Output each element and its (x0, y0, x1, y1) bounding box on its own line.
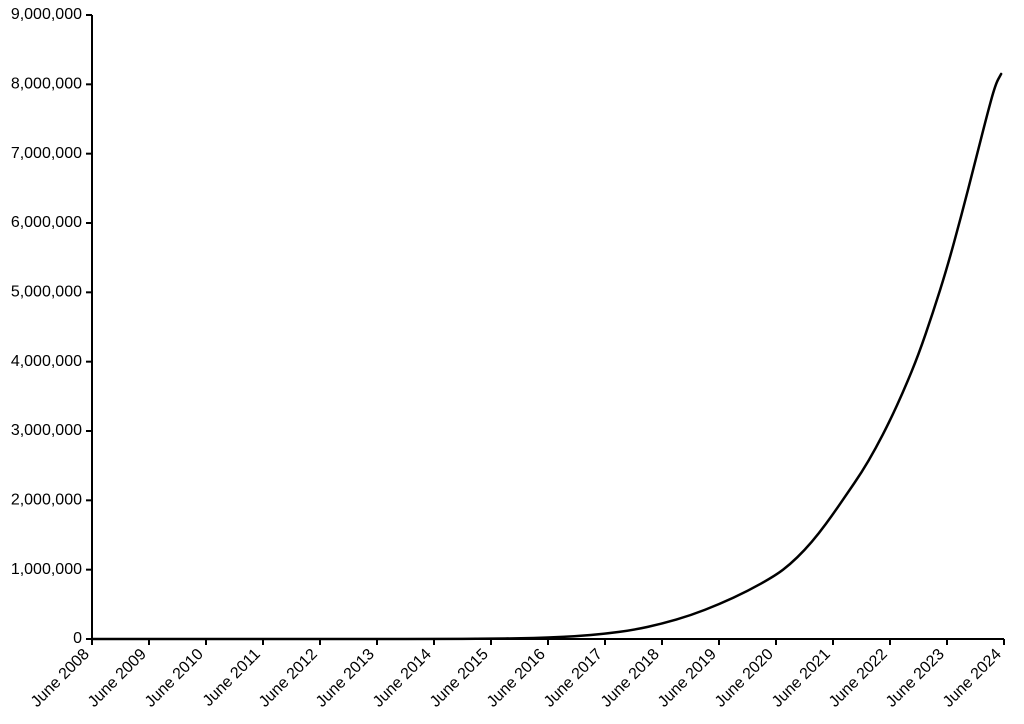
y-tick-label: 0 (73, 630, 82, 647)
y-tick-label: 3,000,000 (11, 422, 82, 439)
chart-background (0, 0, 1024, 724)
chart-container: 0 1,000,000 2,000,000 3,000,000 4,000,000 5,0… (0, 0, 1024, 724)
line-chart: 0 1,000,000 2,000,000 3,000,000 4,000,000 5,0… (0, 0, 1024, 724)
y-tick-label: 5,000,000 (11, 284, 82, 301)
y-tick-label: 7,000,000 (11, 145, 82, 162)
y-tick-label: 4,000,000 (11, 353, 82, 370)
y-tick-label: 6,000,000 (11, 214, 82, 231)
y-tick-label: 1,000,000 (11, 561, 82, 578)
y-tick-label: 9,000,000 (11, 6, 82, 23)
y-tick-label: 2,000,000 (11, 492, 82, 509)
y-tick-label: 8,000,000 (11, 76, 82, 93)
